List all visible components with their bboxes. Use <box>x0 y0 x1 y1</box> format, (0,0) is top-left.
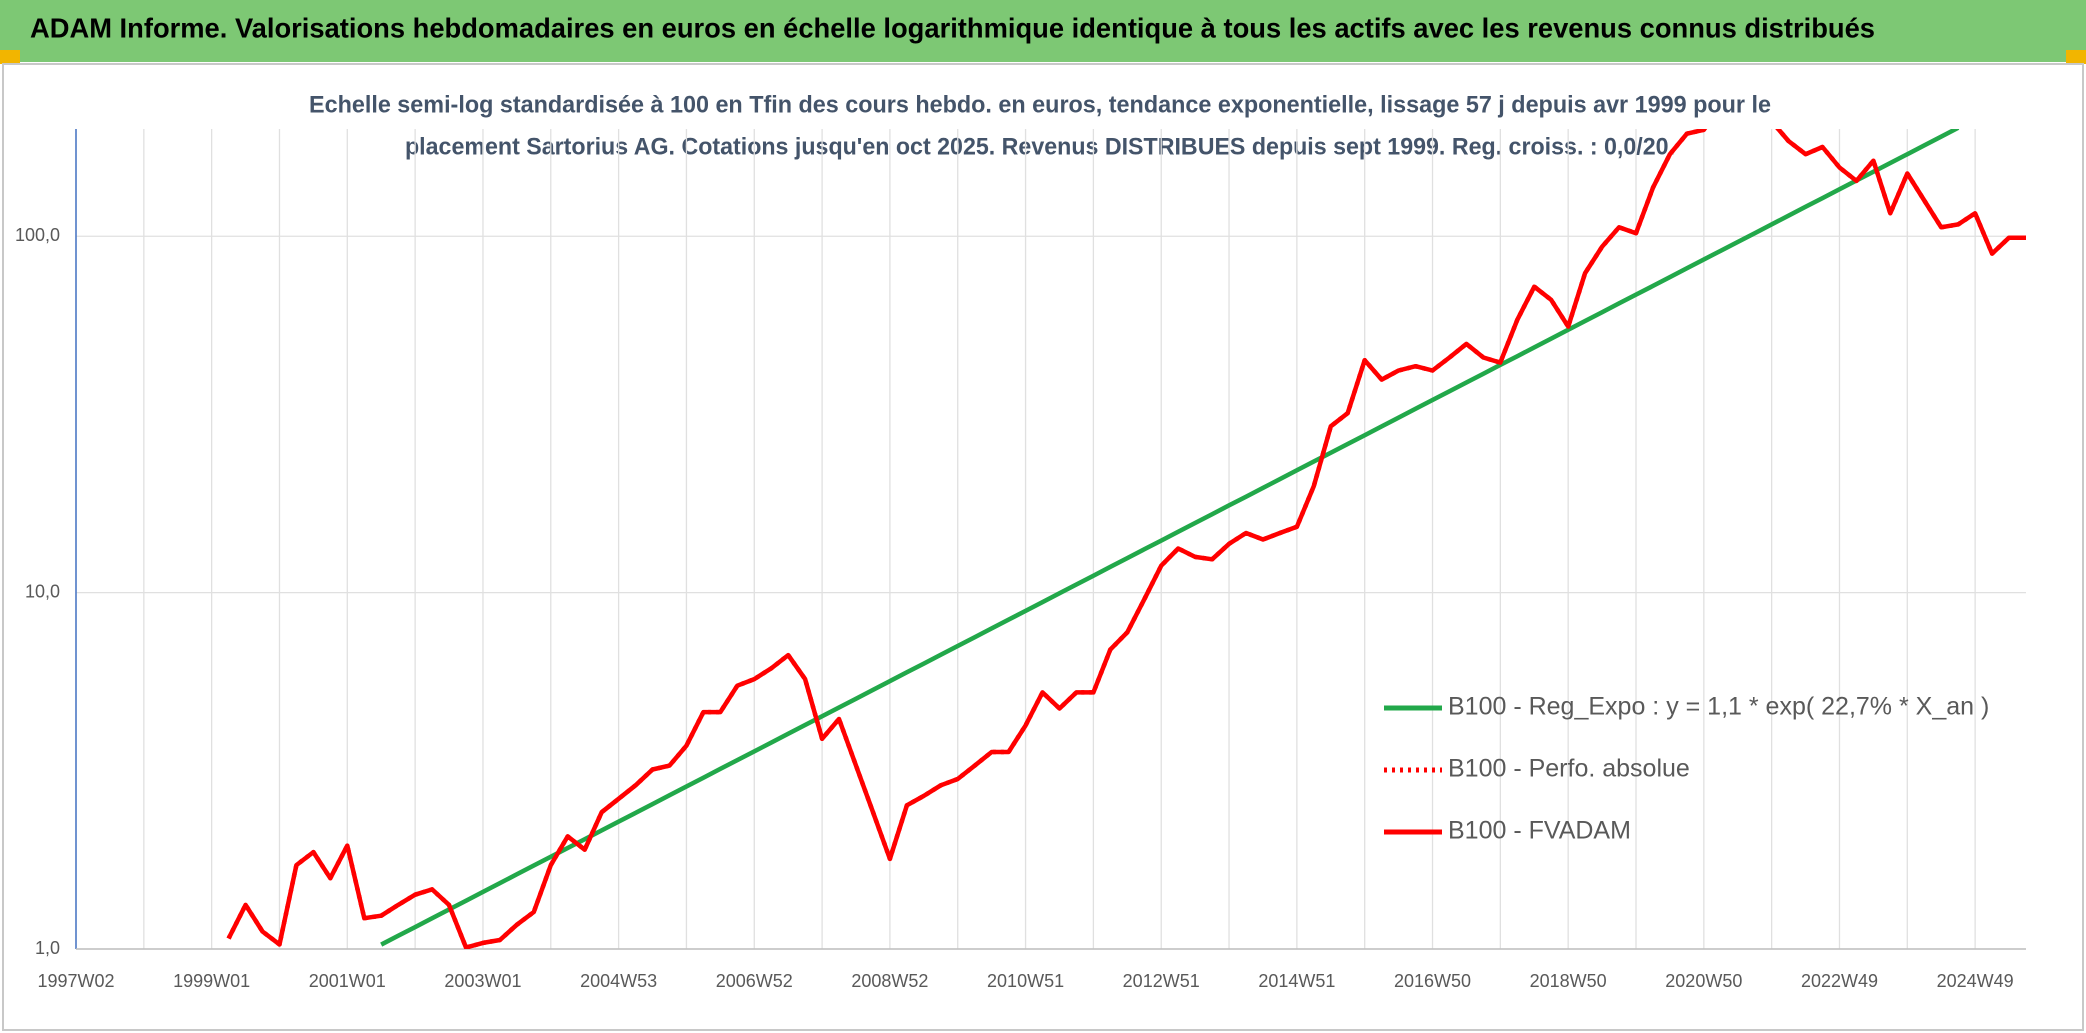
x-tick-label: 1999W01 <box>173 971 250 991</box>
y-tick-label: 1,0 <box>35 938 60 958</box>
header-band <box>0 0 2086 62</box>
x-tick-label: 2008W52 <box>851 971 928 991</box>
series-line <box>380 129 1960 947</box>
x-tick-label: 2024W49 <box>1937 971 2014 991</box>
chart-title: Echelle semi-log standardisée à 100 en T… <box>309 91 1771 118</box>
x-tick-label: 2020W50 <box>1665 971 1742 991</box>
plot-area <box>226 129 2026 949</box>
x-tick-label: 2012W51 <box>1123 971 1200 991</box>
x-tick-label: 2018W50 <box>1530 971 1607 991</box>
y-tick-label: 10,0 <box>25 581 60 601</box>
x-tick-label: 2010W51 <box>987 971 1064 991</box>
page-title: ADAM Informe. Valorisations hebdomadaire… <box>30 12 1875 43</box>
x-tick-label: 1997W02 <box>37 971 114 991</box>
x-tick-label: 2006W52 <box>716 971 793 991</box>
y-tick-label: 100,0 <box>15 225 60 245</box>
x-tick-label: 2003W01 <box>444 971 521 991</box>
x-tick-label: 2001W01 <box>309 971 386 991</box>
legend-label: B100 - Reg_Expo : y = 1,1 * exp( 22,7% *… <box>1448 693 1989 721</box>
corner-tab <box>0 50 20 64</box>
legend-label: B100 - Perfo. absolue <box>1448 755 1690 783</box>
chart-title: placement Sartorius AG. Cotations jusqu'… <box>405 133 1675 160</box>
legend-label: B100 - FVADAM <box>1448 817 1631 845</box>
x-tick-label: 2016W50 <box>1394 971 1471 991</box>
series-line <box>226 129 2026 949</box>
chart-frame <box>2 63 2084 1031</box>
x-tick-label: 2004W53 <box>580 971 657 991</box>
x-tick-label: 2014W51 <box>1258 971 1335 991</box>
corner-tab <box>2066 50 2086 64</box>
x-tick-label: 2022W49 <box>1801 971 1878 991</box>
